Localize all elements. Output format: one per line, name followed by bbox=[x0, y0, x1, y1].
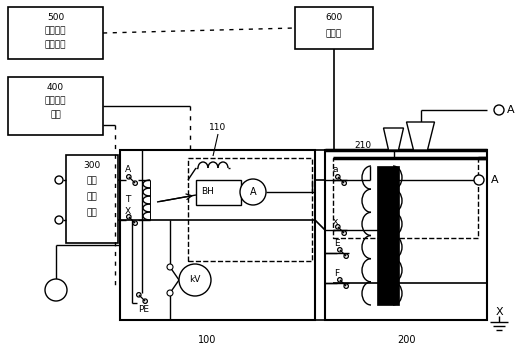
Circle shape bbox=[338, 277, 342, 282]
Circle shape bbox=[143, 299, 147, 303]
Bar bbox=[8, 77, 103, 135]
Bar bbox=[295, 7, 373, 49]
Bar bbox=[120, 150, 315, 320]
Text: T: T bbox=[125, 195, 131, 204]
Circle shape bbox=[342, 181, 347, 185]
Text: 300: 300 bbox=[83, 160, 100, 169]
Circle shape bbox=[55, 176, 63, 184]
Circle shape bbox=[474, 175, 484, 185]
Text: 控制电路: 控制电路 bbox=[45, 40, 66, 49]
Circle shape bbox=[342, 231, 347, 235]
Circle shape bbox=[55, 216, 63, 224]
Circle shape bbox=[336, 224, 340, 229]
Text: 电路: 电路 bbox=[87, 208, 97, 218]
Text: a: a bbox=[332, 164, 338, 174]
Text: A: A bbox=[250, 187, 256, 197]
Circle shape bbox=[133, 221, 138, 226]
Text: 100: 100 bbox=[198, 335, 217, 345]
Circle shape bbox=[133, 181, 138, 185]
Text: X: X bbox=[125, 207, 131, 216]
Bar bbox=[325, 150, 487, 320]
Text: 远端声光: 远端声光 bbox=[45, 97, 66, 106]
Text: 电动机: 电动机 bbox=[326, 29, 342, 39]
Bar bbox=[66, 155, 118, 243]
Circle shape bbox=[338, 248, 342, 252]
Text: E: E bbox=[334, 240, 340, 248]
Circle shape bbox=[45, 279, 67, 301]
Text: 电路: 电路 bbox=[50, 111, 61, 120]
Circle shape bbox=[167, 290, 173, 296]
Circle shape bbox=[494, 105, 504, 115]
Text: 调压电机: 调压电机 bbox=[45, 26, 66, 35]
Text: 声光: 声光 bbox=[87, 193, 97, 202]
Text: x: x bbox=[332, 217, 338, 226]
Text: BH: BH bbox=[201, 188, 214, 197]
Circle shape bbox=[179, 264, 211, 296]
Circle shape bbox=[344, 284, 348, 289]
Circle shape bbox=[127, 214, 131, 219]
Text: 600: 600 bbox=[325, 14, 342, 23]
Bar bbox=[196, 180, 241, 205]
Text: X: X bbox=[495, 307, 503, 317]
Text: 200: 200 bbox=[397, 335, 415, 345]
Text: A: A bbox=[507, 105, 515, 115]
Circle shape bbox=[127, 175, 131, 179]
Bar bbox=[377, 166, 399, 305]
Text: PE: PE bbox=[139, 305, 149, 314]
Polygon shape bbox=[406, 122, 435, 150]
Text: 500: 500 bbox=[47, 13, 64, 21]
Polygon shape bbox=[384, 128, 403, 150]
Text: 210: 210 bbox=[354, 141, 371, 150]
Text: 近端: 近端 bbox=[87, 176, 97, 185]
Text: 400: 400 bbox=[47, 82, 64, 92]
Bar bbox=[188, 158, 312, 261]
Bar bbox=[8, 7, 103, 59]
Circle shape bbox=[136, 292, 141, 297]
Text: A: A bbox=[491, 175, 499, 185]
Text: F: F bbox=[334, 270, 339, 279]
Bar bbox=[333, 158, 478, 238]
Circle shape bbox=[344, 254, 348, 258]
Text: A: A bbox=[125, 164, 131, 174]
Circle shape bbox=[336, 175, 340, 179]
Text: 110: 110 bbox=[210, 124, 227, 132]
Text: kV: kV bbox=[190, 276, 201, 285]
Circle shape bbox=[167, 264, 173, 270]
Circle shape bbox=[240, 179, 266, 205]
